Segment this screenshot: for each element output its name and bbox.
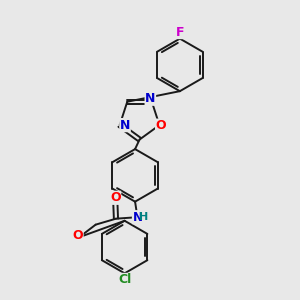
Text: F: F (176, 26, 184, 38)
Text: Cl: Cl (118, 273, 131, 286)
Text: N: N (145, 92, 155, 105)
Text: N: N (133, 211, 142, 224)
Text: N: N (120, 118, 130, 132)
Text: O: O (72, 229, 83, 242)
Text: H: H (140, 212, 149, 222)
Text: O: O (110, 191, 121, 204)
Text: O: O (156, 119, 166, 132)
